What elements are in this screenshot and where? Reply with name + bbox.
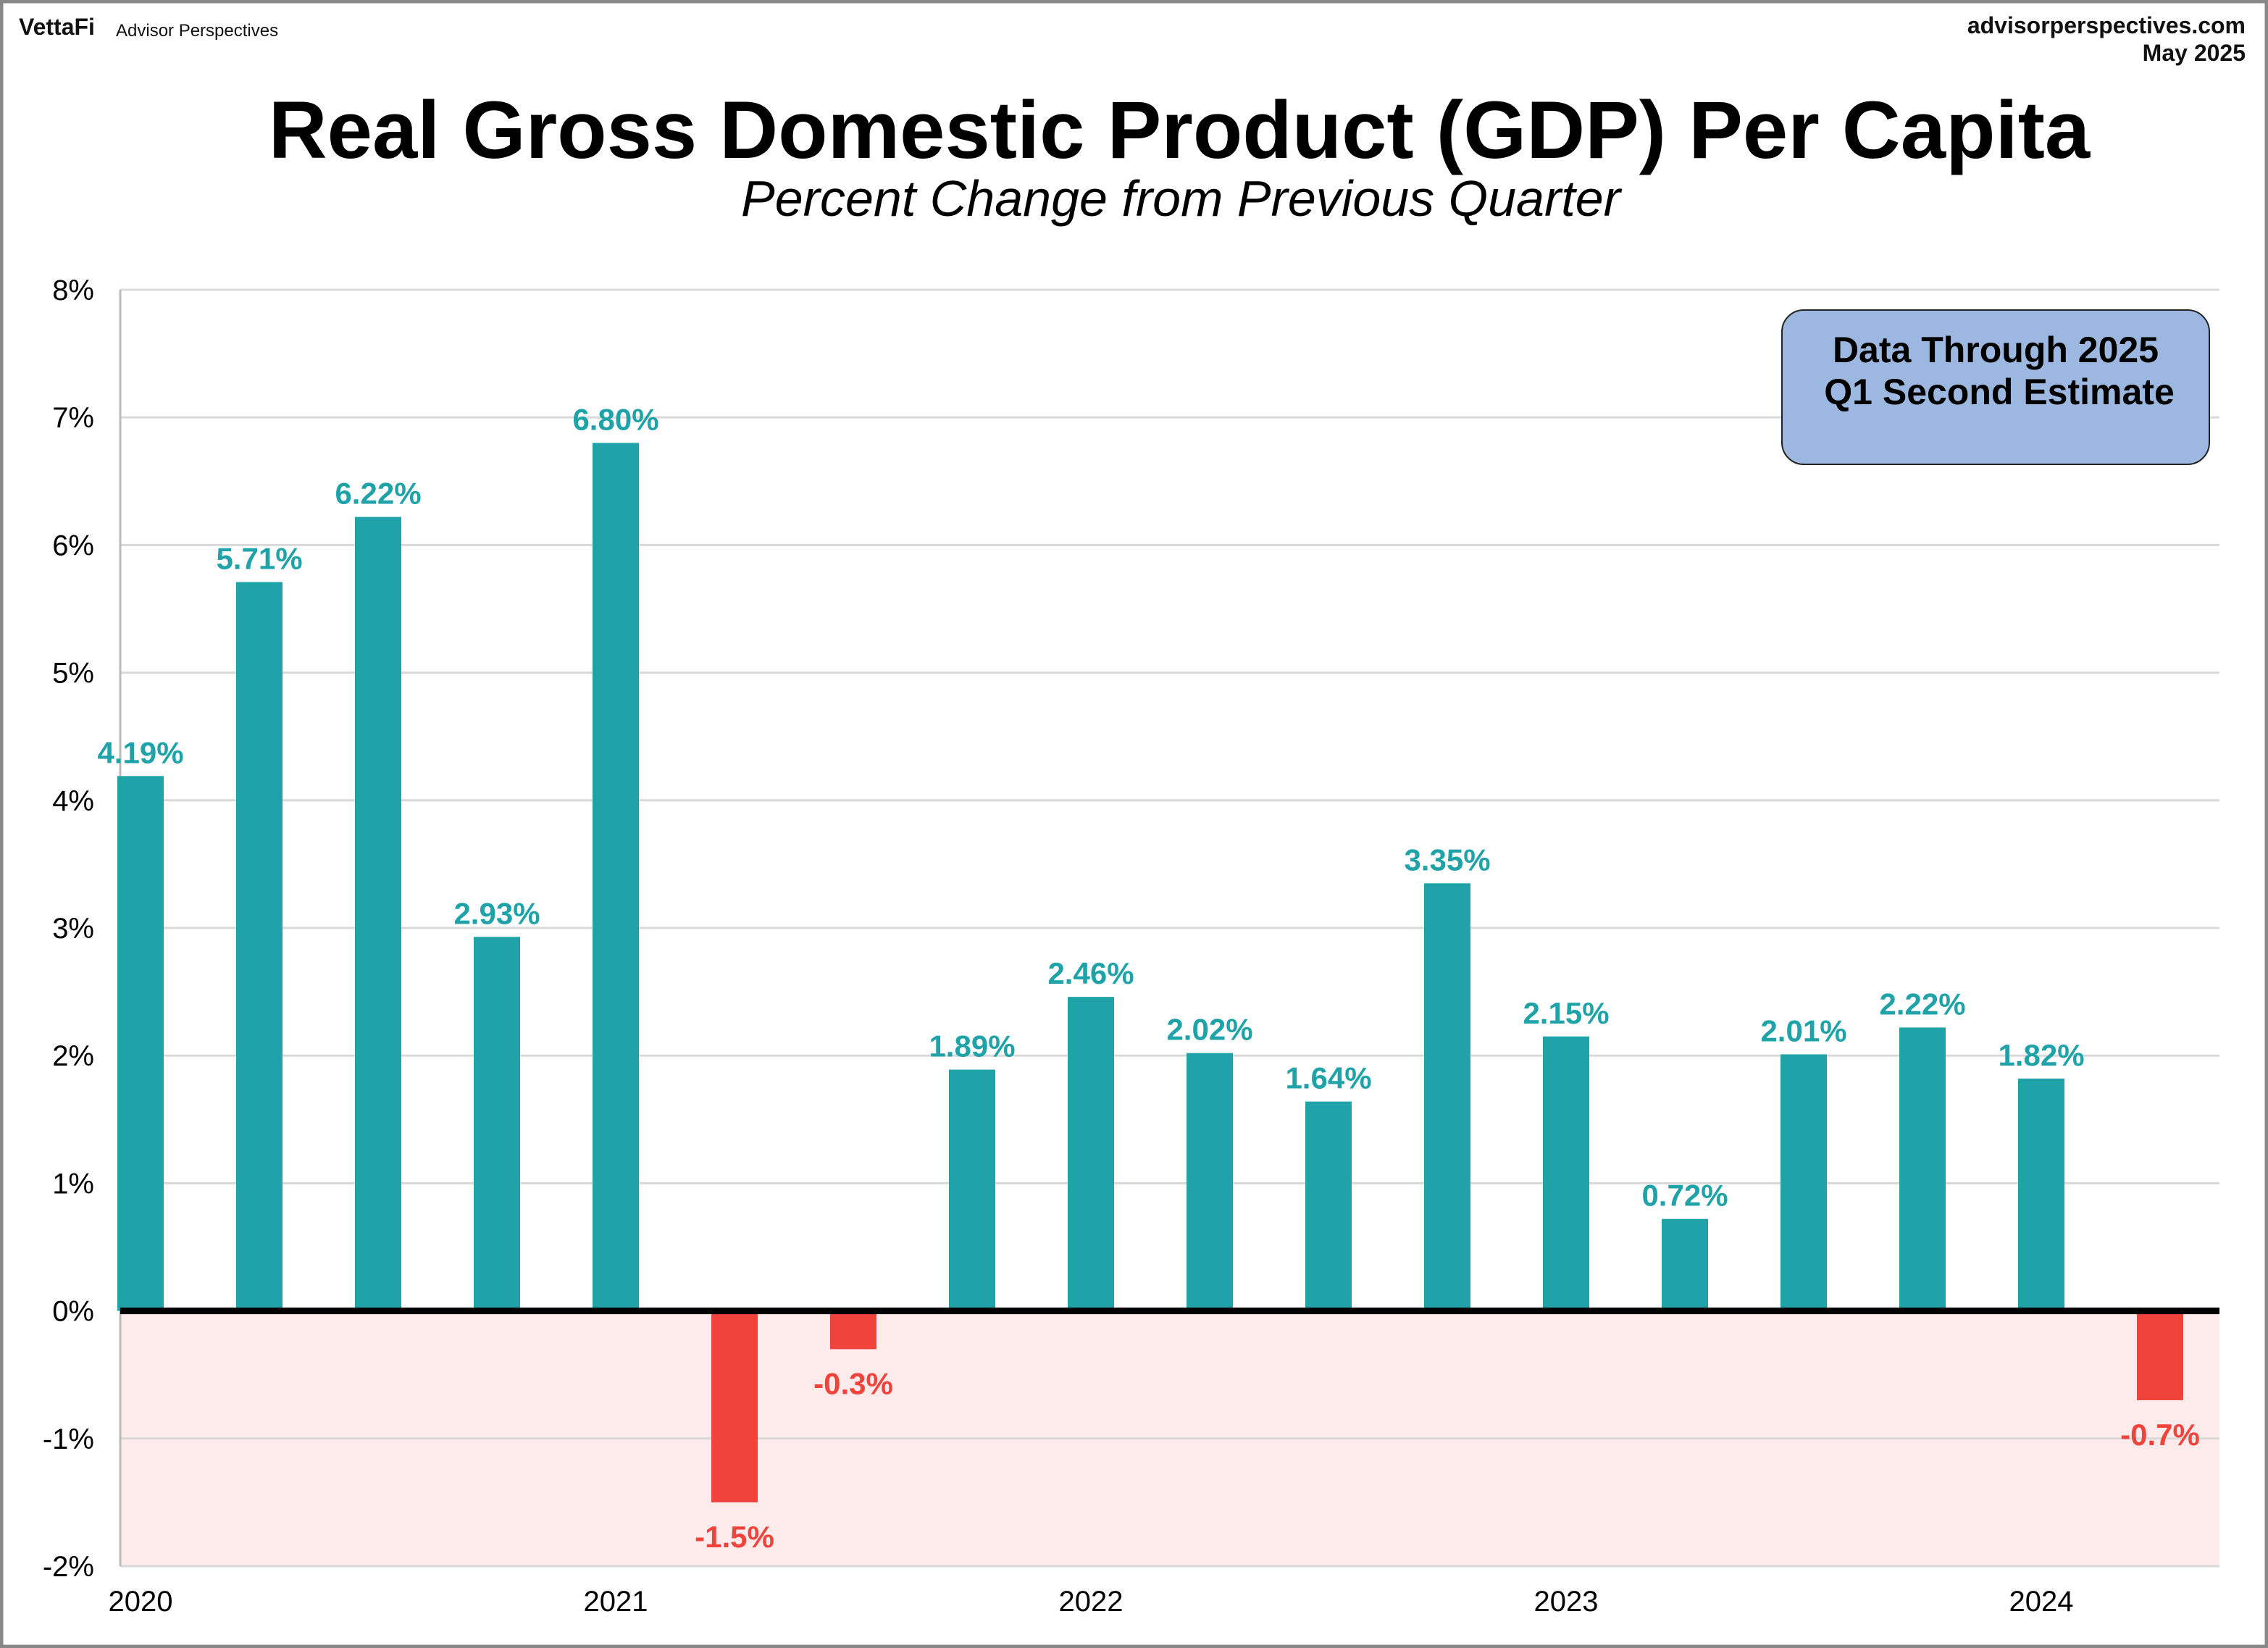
bar [711, 1310, 758, 1502]
bar [1424, 883, 1470, 1311]
bar-value-label: -0.3% [813, 1366, 893, 1400]
y-tick-label: -2% [43, 1551, 94, 1583]
bar [355, 516, 401, 1311]
bar [2018, 1078, 2064, 1311]
bar [1068, 997, 1114, 1311]
bar-value-label: 2.15% [1523, 996, 1609, 1030]
bar-value-label: 2.02% [1166, 1013, 1252, 1047]
site-url: advisorperspectives.com [1967, 12, 2246, 38]
bar-value-label: 2.46% [1047, 956, 1134, 990]
bar-value-label: 3.35% [1404, 842, 1490, 877]
x-tick-label: 2020 [109, 1586, 173, 1618]
bar-value-label: 1.82% [1998, 1038, 2084, 1072]
bar [830, 1310, 876, 1350]
bar-value-label: 6.80% [572, 402, 658, 436]
y-tick-label: 8% [52, 275, 94, 306]
bar [1662, 1218, 1708, 1311]
y-tick-label: 0% [52, 1296, 94, 1328]
logo: VettaFi [19, 14, 95, 40]
report-date: May 2025 [2143, 40, 2246, 66]
bar [593, 443, 639, 1311]
note-line-2: Q1 Second Estimate [1824, 372, 2175, 412]
x-tick-label: 2023 [1534, 1586, 1599, 1618]
bar-value-label: 2.22% [1879, 987, 1965, 1021]
bar-value-label: 2.93% [453, 896, 540, 930]
bar-value-label: 6.22% [335, 477, 421, 511]
y-tick-label: 3% [52, 913, 94, 945]
bar-value-label: -1.5% [695, 1520, 774, 1554]
y-tick-label: 5% [52, 658, 94, 690]
bar [949, 1069, 995, 1311]
y-tick-label: 2% [52, 1040, 94, 1072]
bar-value-label: 2.01% [1760, 1013, 1846, 1047]
plot-area: 8% 7% 6% 5% 4% 3% 2% 1% 0% -1% -2% 4.19% 5.71% 6.22% 2… [43, 275, 2219, 1618]
bar [236, 582, 283, 1311]
bar [1543, 1036, 1589, 1311]
bar-value-label: -0.7% [2120, 1418, 2200, 1452]
chart-subtitle: Percent Change from Previous Quarter [741, 170, 1623, 227]
y-tick-label: 7% [52, 402, 94, 434]
bar [1899, 1027, 1946, 1311]
bar [1305, 1101, 1352, 1311]
bar-value-label: 1.89% [929, 1029, 1015, 1063]
x-tick-label: 2021 [584, 1586, 648, 1618]
data-note-box: Data Through 2025 Q1 Second Estimate [1781, 309, 2210, 465]
note-line-1: Data Through 2025 [1833, 330, 2159, 370]
x-tick-label: 2022 [1059, 1586, 1123, 1618]
y-tick-label: 1% [52, 1168, 94, 1200]
bar [1780, 1054, 1827, 1311]
y-tick-label: 4% [52, 785, 94, 817]
bar-value-label: 1.64% [1285, 1061, 1371, 1095]
y-tick-label: -1% [43, 1423, 94, 1455]
y-tick-label: 6% [52, 530, 94, 561]
bar-value-label: 5.71% [216, 541, 302, 575]
bar [474, 937, 520, 1311]
bar [1187, 1053, 1233, 1311]
bar [117, 776, 164, 1311]
bar-value-label: 0.72% [1641, 1179, 1728, 1213]
chart-title: Real Gross Domestic Product (GDP) Per Ca… [269, 85, 2091, 175]
x-tick-label: 2024 [2009, 1586, 2074, 1618]
brand-name: Advisor Perspectives [116, 21, 278, 41]
bar [2137, 1310, 2183, 1400]
bar-value-label: 4.19% [97, 735, 183, 769]
